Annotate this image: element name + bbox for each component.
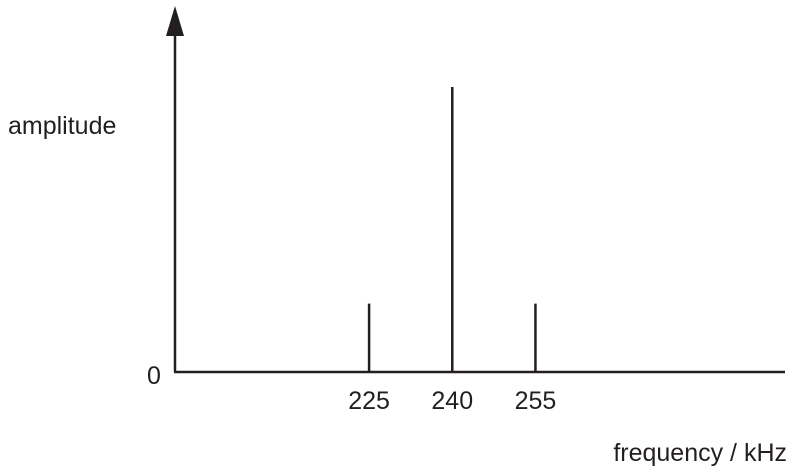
x-tick-label-240: 240 xyxy=(431,387,473,415)
spectral-lines xyxy=(367,87,537,372)
x-tick-labels: 225 240 255 xyxy=(348,387,556,415)
y-axis-label: amplitude xyxy=(8,112,116,140)
x-tick-label-225: 225 xyxy=(348,387,390,415)
x-tick-label-255: 255 xyxy=(515,387,557,415)
y-axis-arrow-icon xyxy=(166,6,184,36)
x-axis-label: frequency / kHz xyxy=(613,439,787,467)
y-origin-label: 0 xyxy=(147,362,161,390)
